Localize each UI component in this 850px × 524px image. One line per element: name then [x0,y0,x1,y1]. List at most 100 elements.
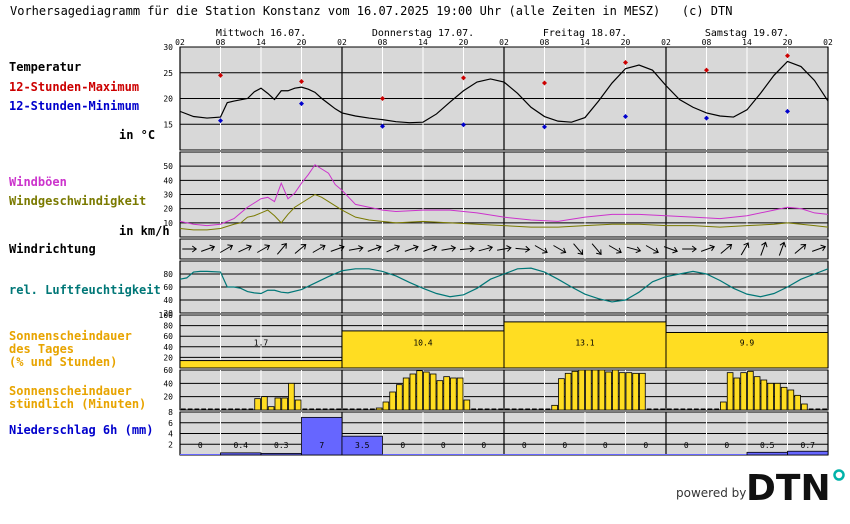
sun-hourly-bar [254,398,261,411]
precip-bar [544,454,585,455]
tick-label-temp: 30 [163,43,173,52]
sun-hourly-bar [774,382,781,411]
tick-label-wind: 30 [163,191,173,200]
tick-label-sun-daily: 40 [163,343,173,352]
precip-value: 0 [562,441,567,450]
wind-arrow [182,245,198,253]
sun-hourly-bar [726,372,734,411]
precip-value: 7 [319,441,324,450]
precip-value: 0 [441,441,446,450]
tick-label-precip: 8 [168,408,173,417]
hour-tick: 20 [459,38,469,47]
sun-hourly-bar [794,394,801,411]
tmax-label: 12-Stunden-Maximum [9,80,140,94]
wind-arrow [459,245,475,253]
wind-arrow [740,242,750,256]
temperature-label: Temperatur [9,60,82,74]
wind-arrow [682,245,697,253]
precip-value: 0.5 [760,441,775,450]
tmin-point [461,122,466,128]
tick-label-precip: 2 [168,440,173,449]
tick-label-humidity: 20 [163,309,173,318]
wind-arrow [257,244,271,253]
wind-arrow [294,243,307,254]
svg-text:DTN: DTN [746,468,831,508]
sun-hourly-bar [396,384,403,411]
tick-label-sun-daily: 20 [163,353,173,362]
tmin-point [542,124,547,130]
tmin-point [218,118,223,124]
precip-label: Niederschlag 6h (mm) [9,423,154,437]
tick-label-humidity: 80 [163,270,173,279]
hour-tick: 02 [661,38,671,47]
wind-arrow [663,246,678,254]
precip-bar [625,454,666,455]
sun-hourly-bar [787,389,795,411]
precip-value: 0 [724,441,729,450]
wind-arrow [515,245,531,253]
tmax-point [623,59,628,65]
sun-hourly-bar [740,372,747,411]
tick-label-wind: 10 [163,219,173,228]
sun-daily-label: Sonnenscheindauer des Tages (% und Stund… [9,329,132,369]
precip-bar [220,452,262,456]
tmin-label: 12-Stunden-Minimum [9,99,140,113]
wind-arrow [312,244,326,253]
sun-daily-value: 9.9 [740,339,755,348]
sun-hourly-bar [375,407,383,411]
sun-hourly-bar [443,376,450,411]
winddir-label: Windrichtung [9,242,96,256]
humidity-label: rel. Luftfeuchtigkeit [9,283,161,297]
wind-arrow [608,245,622,254]
hour-tick: 14 [418,38,428,47]
precip-bar [666,454,707,455]
tmax-point [461,75,466,81]
sun-hourly-bar [261,396,268,411]
windspeed-line [179,193,829,231]
wind-unit-label: in km/h [119,224,170,238]
sun-hourly-bar [288,382,295,411]
precip-bar [423,454,464,455]
wind-arrow [645,245,659,254]
hour-tick: 20 [297,38,307,47]
tick-label-humidity: 60 [163,283,173,292]
humidity-line [179,267,829,303]
day-label: Donnerstag 17.07. [372,28,474,39]
precip-value: 0 [481,441,486,450]
hour-tick: 20 [621,38,631,47]
tick-label-wind: 20 [163,205,173,214]
sun-hourly-bar [605,371,612,411]
sun-daily-bar [341,330,505,369]
hour-tick: 08 [540,38,550,47]
sun-hourly-bar [612,369,619,411]
day-label: Freitag 18.07. [543,28,627,39]
hour-tick: 02 [337,38,347,47]
day-label: Mittwoch 16.07. [216,28,306,39]
sun-hourly-bar [578,369,585,411]
tick-label-sun-daily: 100 [159,311,174,320]
sun-hourly-bar [274,397,282,411]
sun-hourly-bar [639,372,646,411]
tmin-point [623,114,628,120]
tmin-point [380,123,385,129]
hour-tick: 14 [256,38,266,47]
hour-tick: 08 [378,38,388,47]
precip-value: 0 [198,441,203,450]
tmax-point [218,72,223,78]
sun-hourly-bar [456,377,464,411]
sun-hourly-bar [551,404,558,411]
sun-hourly-bar [429,373,437,411]
hour-tick: 02 [499,38,509,47]
sun-hourly-bar [294,399,302,411]
hour-tick: 14 [742,38,752,47]
hour-tick: 14 [580,38,590,47]
tmin-point [299,101,304,107]
precip-value: 0.7 [801,441,816,450]
hour-tick: 20 [783,38,793,47]
precip-bar [787,450,829,456]
sun-hourly-bar [423,371,430,411]
wind-arrow [441,245,457,252]
tick-label-sun-hourly: 20 [163,393,173,402]
wind-arrow [553,245,567,254]
sun-hourly-bar [618,372,626,411]
